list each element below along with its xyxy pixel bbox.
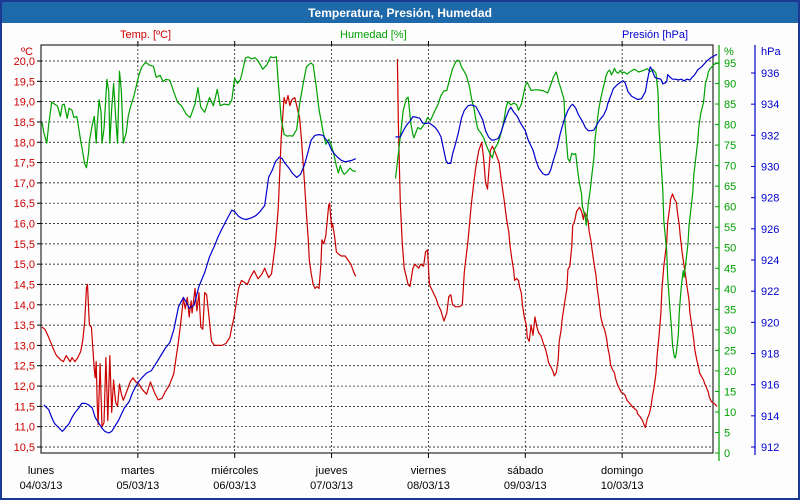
humidity-tick-label: 25 (724, 345, 736, 357)
day-name-label: viernes (411, 465, 447, 477)
day-date-label: 07/03/13 (310, 480, 353, 492)
humidity-tick-label: 0 (724, 448, 730, 460)
temp-axis-unit: ºC (21, 46, 33, 58)
day-date-label: 09/03/13 (504, 480, 547, 492)
temp-tick-label: 15,0 (14, 259, 35, 271)
pressure-tick-label: 926 (761, 224, 779, 236)
pressure-tick-label: 924 (761, 255, 779, 267)
day-name-label: domingo (601, 465, 643, 477)
temp-tick-label: 19,0 (14, 97, 35, 109)
day-name-label: martes (121, 465, 155, 477)
humidity-tick-label: 40 (724, 284, 736, 296)
humidity-tick-label: 75 (724, 140, 736, 152)
pressure-tick-label: 914 (761, 411, 779, 423)
temp-tick-label: 11,5 (14, 401, 35, 413)
temp-tick-label: 16,5 (14, 198, 35, 210)
pres-curve (43, 53, 718, 434)
temp-tick-label: 19,5 (14, 76, 35, 88)
day-name-label: sábado (507, 465, 543, 477)
pressure-tick-label: 922 (761, 286, 779, 298)
humidity-tick-label: 90 (724, 79, 736, 91)
title-bar: Temperatura, Presión, Humedad (2, 2, 798, 23)
humidity-tick-label: 45 (724, 263, 736, 275)
day-date-label: 06/03/13 (213, 480, 256, 492)
pressure-tick-label: 936 (761, 68, 779, 80)
humidity-tick-label: 20 (724, 366, 736, 378)
humidity-tick-label: 60 (724, 202, 736, 214)
pressure-axis-unit: hPa (761, 46, 781, 58)
x-axis-labels: lunes 04/03/13 martes 05/03/13 miércoles 06/0… (20, 465, 644, 492)
temp-tick-label: 13,0 (14, 340, 35, 352)
temp-tick-label: 17,5 (14, 158, 35, 170)
day-name-label: jueves (315, 465, 348, 477)
day-date-label: 10/03/13 (601, 480, 644, 492)
gridlines (41, 45, 713, 453)
humidity-tick-label: 10 (724, 407, 736, 419)
pressure-tick-label: 920 (761, 317, 779, 329)
day-name-label: lunes (28, 465, 55, 477)
humidity-tick-label: 65 (724, 181, 736, 193)
temp-tick-label: 20,0 (14, 56, 35, 68)
humidity-tick-label: 30 (724, 325, 736, 337)
temp-axis: 10,5 11,0 11,5 12,0 12,5 13,0 13,5 14,0 14,5 15,0… (14, 46, 41, 454)
legend-temperature: Temp. [ºC] (120, 29, 172, 41)
pressure-tick-label: 916 (761, 380, 779, 392)
humidity-tick-label: 15 (724, 386, 736, 398)
pressure-tick-label: 934 (761, 99, 779, 111)
chart-title: Temperatura, Presión, Humedad (308, 5, 492, 20)
temp-tick-label: 16,0 (14, 219, 35, 231)
pressure-tick-label: 932 (761, 130, 779, 142)
humidity-axis-unit: % (724, 46, 734, 58)
legend-humidity: Humedad [%] (340, 29, 407, 41)
humidity-tick-label: 70 (724, 161, 736, 173)
plot-border (40, 44, 714, 454)
humidity-tick-label: 80 (724, 120, 736, 132)
temp-tick-label: 17,0 (14, 178, 35, 190)
day-date-label: 04/03/13 (20, 480, 63, 492)
humidity-axis: 0 5 10 15 20 25 30 35 40 45 50 55 60 65 70 75 80 85 90 95% (715, 45, 736, 461)
legend-pressure: Presión [hPa] (622, 29, 689, 41)
temp-tick-label: 12,0 (14, 381, 35, 393)
temp-tick-label: 11,0 (14, 422, 35, 434)
humidity-tick-label: 85 (724, 99, 736, 111)
pressure-tick-label: 930 (761, 162, 779, 174)
day-name-label: miércoles (211, 465, 259, 477)
pressure-tick-label: 918 (761, 349, 779, 361)
humidity-tick-label: 5 (724, 427, 730, 439)
temp-tick-label: 10,5 (14, 442, 35, 454)
temp-tick-label: 14,5 (14, 279, 35, 291)
pressure-tick-label: 912 (761, 442, 779, 454)
temp-tick-label: 13,5 (14, 320, 35, 332)
temp-tick-label: 15,5 (14, 239, 35, 251)
day-date-label: 08/03/13 (407, 480, 450, 492)
humidity-tick-label: 50 (724, 243, 736, 255)
temp-tick-label: 18,0 (14, 137, 35, 149)
temp-tick-label: 18,5 (14, 117, 35, 129)
pressure-tick-label: 928 (761, 193, 779, 205)
humidity-tick-label: 35 (724, 304, 736, 316)
humidity-tick-label: 55 (724, 222, 736, 234)
temp-curve (41, 58, 718, 429)
hum-curve (41, 56, 720, 359)
temp-tick-label: 12,5 (14, 361, 35, 373)
pressure-axis: 912 914 916 918 920 922 924 926 928 930 932 934 936 h… (751, 45, 781, 455)
temp-tick-label: 14,0 (14, 300, 35, 312)
day-ticks (137, 41, 623, 458)
humidity-tick-label: 95 (724, 58, 736, 70)
day-date-label: 05/03/13 (116, 480, 159, 492)
